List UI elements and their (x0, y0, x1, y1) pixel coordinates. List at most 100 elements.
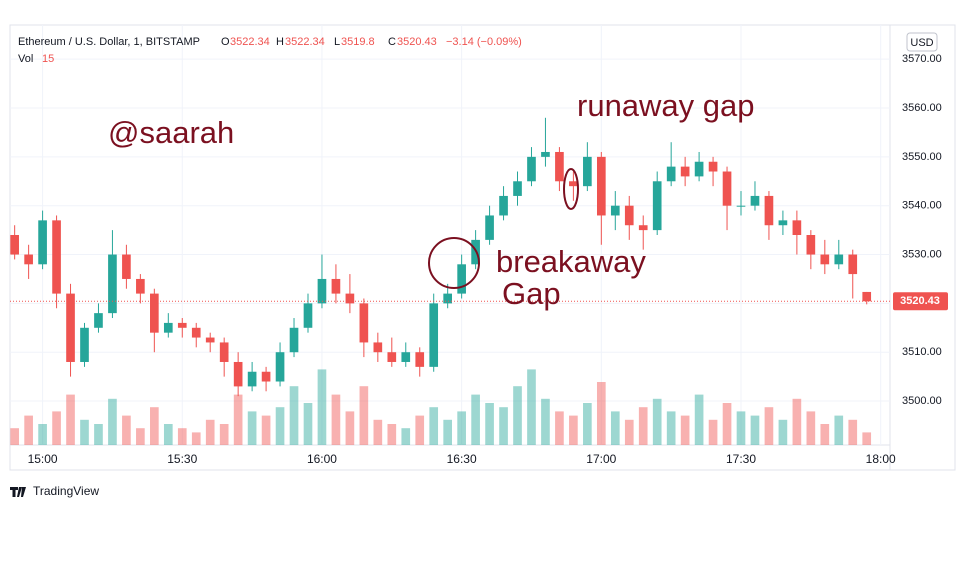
volume-bar (680, 415, 690, 445)
candle-body (345, 293, 355, 304)
l-val: 3519.8 (341, 36, 375, 48)
candle-body (596, 156, 606, 216)
volume-bar (541, 398, 550, 445)
volume-bar (443, 419, 453, 445)
volume-bar (52, 411, 61, 445)
o-val: 3522.34 (230, 36, 270, 48)
volume-bar (331, 394, 341, 445)
candle-body (443, 293, 453, 304)
candle-body (764, 195, 774, 226)
volume-bar (150, 407, 159, 445)
x-tick-label: 15:00 (28, 452, 58, 466)
candle-body (24, 254, 33, 265)
candle-body (638, 225, 648, 231)
candle-body (359, 303, 369, 343)
volume-bar (694, 394, 704, 445)
vol-key: Vol (18, 53, 33, 65)
x-tick-label: 17:00 (586, 452, 616, 466)
volume-bar (485, 403, 494, 445)
currency[interactable]: USD (910, 37, 933, 49)
volume-bar (387, 424, 397, 445)
candle-body (610, 205, 620, 216)
candle-body (415, 352, 425, 367)
volume-bar (233, 394, 243, 445)
candle-body (108, 254, 117, 314)
candle-body (136, 278, 145, 294)
candle-body (792, 220, 802, 235)
candle-body (10, 235, 19, 255)
h-key: H (276, 36, 284, 48)
volume-bar (66, 394, 75, 445)
currency-button[interactable] (906, 32, 938, 52)
candle-body (38, 220, 47, 265)
candle-body (122, 254, 131, 279)
candle-body (513, 181, 522, 196)
candle-body (150, 293, 159, 333)
candle-body (66, 293, 75, 362)
volume-bar (666, 411, 676, 445)
candle-body (80, 327, 89, 362)
volume-bar (205, 419, 215, 445)
frame (9, 24, 956, 471)
volume-bar (94, 424, 103, 445)
l-key: L (334, 36, 340, 48)
volume-bar (373, 419, 383, 445)
y-tick-label: 3530.00 (902, 248, 942, 260)
candle-body (666, 166, 676, 182)
last-price-label: 3520.43 (900, 295, 940, 307)
volume-bar (736, 411, 746, 445)
candle-body (680, 166, 690, 177)
brand: TradingView (10, 484, 99, 498)
volume-bar (513, 386, 522, 445)
volume-bar (596, 382, 606, 445)
volume-bar (610, 411, 620, 445)
legend: Ethereum / U.S. Dollar, 1, BITSTAMP O 35… (18, 36, 522, 65)
candle-body (708, 161, 718, 172)
y-tick-label: 3540.00 (902, 200, 942, 212)
vol-val: 15 (42, 53, 54, 65)
candle-body (722, 171, 732, 206)
candle-body (457, 264, 466, 294)
candle-body (331, 278, 341, 294)
volume-bar (722, 403, 732, 445)
volume-bar (848, 419, 858, 445)
x-tick-label: 18:00 (866, 452, 896, 466)
symbol: Ethereum / U.S. Dollar, 1, BITSTAMP (18, 36, 200, 48)
candle-body (177, 322, 187, 328)
c-key: C (388, 36, 396, 48)
candle-body (219, 342, 229, 362)
annotation: @saarah (108, 115, 234, 150)
candle-body (275, 352, 285, 382)
candle-body (429, 303, 439, 367)
volume-bar (163, 424, 173, 445)
annotation: runaway gap (577, 88, 755, 123)
volume-bar (499, 407, 508, 445)
volume-bar (38, 424, 47, 445)
candle-body (94, 313, 103, 328)
volume-bar (820, 424, 830, 445)
candle-body (485, 215, 494, 240)
candle-body (303, 303, 313, 328)
volume-bar (527, 369, 536, 445)
volume-bar (638, 407, 648, 445)
candle-body (373, 342, 383, 353)
candle-body (834, 254, 844, 265)
volume-bar (401, 428, 411, 445)
annotation: breakaway (496, 244, 646, 279)
volume-bar (471, 394, 480, 445)
candle-body (736, 205, 746, 207)
volume-bar (778, 419, 788, 445)
candle-body (624, 205, 634, 226)
volume-bar (652, 398, 662, 445)
candle-body (820, 254, 830, 265)
volume-bar (261, 415, 271, 445)
candle-body (261, 371, 271, 382)
candle-body (862, 291, 872, 302)
candle-body (205, 337, 215, 343)
volume-bar (583, 403, 592, 445)
x-tick-label: 17:30 (726, 452, 756, 466)
candle-body (191, 327, 201, 338)
y-tick-label: 3500.00 (902, 395, 942, 407)
volume-bar (429, 407, 439, 445)
